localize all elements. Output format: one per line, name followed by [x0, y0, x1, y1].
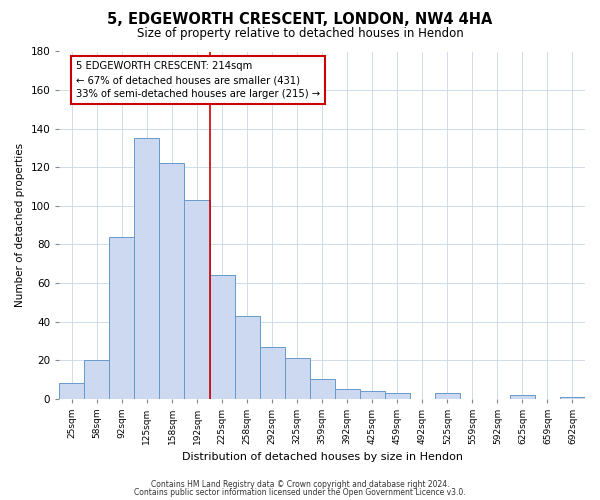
Bar	[109, 236, 134, 399]
Bar	[59, 384, 85, 399]
Text: Size of property relative to detached houses in Hendon: Size of property relative to detached ho…	[137, 28, 463, 40]
Text: Contains HM Land Registry data © Crown copyright and database right 2024.: Contains HM Land Registry data © Crown c…	[151, 480, 449, 489]
Bar	[310, 380, 335, 399]
Bar	[85, 360, 109, 399]
Bar	[284, 358, 310, 399]
Bar	[160, 164, 184, 399]
Bar	[360, 391, 385, 399]
Bar	[435, 393, 460, 399]
Bar	[260, 346, 284, 399]
Bar	[385, 393, 410, 399]
Text: 5, EDGEWORTH CRESCENT, LONDON, NW4 4HA: 5, EDGEWORTH CRESCENT, LONDON, NW4 4HA	[107, 12, 493, 28]
Text: Contains public sector information licensed under the Open Government Licence v3: Contains public sector information licen…	[134, 488, 466, 497]
Bar	[510, 395, 535, 399]
X-axis label: Distribution of detached houses by size in Hendon: Distribution of detached houses by size …	[182, 452, 463, 462]
Bar	[184, 200, 209, 399]
Bar	[134, 138, 160, 399]
Y-axis label: Number of detached properties: Number of detached properties	[15, 143, 25, 307]
Bar	[335, 389, 360, 399]
Bar	[560, 397, 585, 399]
Bar	[235, 316, 260, 399]
Bar	[209, 276, 235, 399]
Text: 5 EDGEWORTH CRESCENT: 214sqm
← 67% of detached houses are smaller (431)
33% of s: 5 EDGEWORTH CRESCENT: 214sqm ← 67% of de…	[76, 61, 320, 99]
